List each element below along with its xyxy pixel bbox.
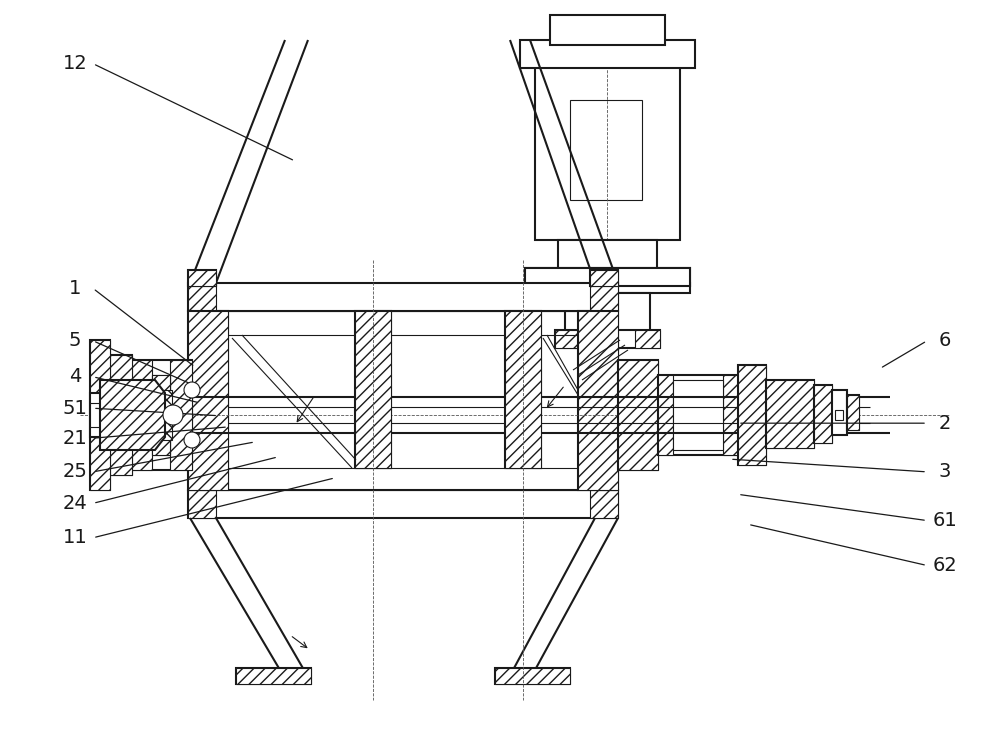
Text: 4: 4 [69,367,81,386]
Bar [832,390,847,435]
Bar [138,397,146,433]
Bar [673,380,723,450]
Bar [618,360,658,470]
Bar [107,355,132,475]
Bar [578,311,618,490]
Bar [188,283,618,311]
Bar [90,403,130,427]
Text: 62: 62 [933,556,957,575]
Bar [130,400,136,430]
Bar [590,270,618,286]
Bar [90,393,130,437]
Circle shape [163,405,183,425]
Bar [188,311,228,490]
Bar [188,490,618,518]
Bar [847,395,859,430]
Bar [90,340,110,490]
Bar [152,375,170,455]
Bar [107,355,132,475]
Bar [148,395,154,435]
Text: 1: 1 [69,279,81,298]
Bar [723,375,738,455]
Text: 6: 6 [939,331,951,351]
Text: 5: 5 [69,331,81,351]
Bar [355,311,391,468]
Bar [766,380,814,448]
Bar [188,270,216,286]
Text: 3: 3 [939,462,951,482]
Bar [814,385,832,443]
Bar [188,311,228,490]
Text: 11: 11 [63,528,87,548]
Bar [658,375,673,455]
Bar [590,283,618,311]
Text: 51: 51 [63,398,87,418]
Polygon shape [100,380,165,450]
Bar [130,360,152,470]
Circle shape [184,382,200,398]
Bar [495,668,570,684]
Bar [170,360,192,470]
Bar [590,490,618,518]
Bar [658,375,738,455]
Bar [130,360,192,470]
Bar [520,40,695,68]
Bar [236,668,311,684]
Bar [555,330,660,348]
Text: 21: 21 [63,428,87,448]
Bar [525,283,690,293]
Bar [635,330,660,348]
Bar [550,15,665,45]
Text: 2: 2 [939,413,951,433]
Bar [236,668,311,684]
Bar [578,311,618,490]
Bar [738,365,766,465]
Bar [565,293,650,333]
Bar [505,311,541,468]
Bar [495,668,570,684]
Bar [160,370,190,460]
Bar [188,270,216,286]
Circle shape [184,432,200,448]
Text: 24: 24 [63,494,87,513]
Bar [505,311,541,468]
Bar [590,270,618,286]
Bar [847,395,859,430]
Text: 12: 12 [63,54,87,73]
Bar [160,370,190,460]
Polygon shape [525,268,690,286]
Bar [570,100,642,200]
Text: 25: 25 [63,462,87,482]
Bar [152,375,170,455]
Bar [152,390,172,440]
Bar [814,385,832,443]
Bar [555,330,580,348]
Bar [90,340,110,490]
Bar [188,283,216,311]
Bar [138,397,146,433]
Bar [148,395,154,435]
Bar [188,490,216,518]
Bar [766,380,814,448]
Bar [835,410,843,420]
Bar [558,240,657,270]
Bar [525,268,690,286]
Text: 61: 61 [933,511,957,530]
Bar [738,365,766,465]
Bar [618,360,658,470]
Bar [535,65,680,240]
Bar [355,311,391,468]
Bar [130,400,136,430]
